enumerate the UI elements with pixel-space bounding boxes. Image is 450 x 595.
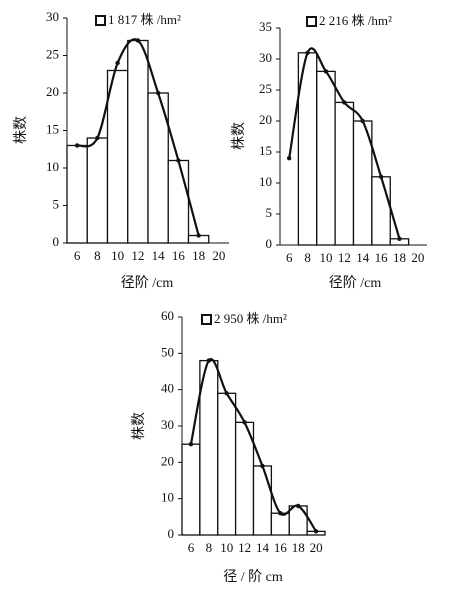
bar [371, 176, 391, 246]
trend-point [313, 529, 319, 534]
trend-point [242, 420, 247, 425]
y-tick-label: 30 [161, 417, 174, 432]
trend-point [305, 50, 310, 55]
y-axis-label: 株数 [231, 122, 247, 150]
y-tick-label: 5 [266, 205, 273, 220]
y-tick-label: 30 [46, 9, 59, 24]
bar [66, 144, 88, 244]
x-tick-label: 18 [192, 248, 205, 263]
y-tick-label: 40 [161, 381, 174, 396]
y-tick-label: 20 [46, 84, 59, 99]
y-tick-label: 60 [161, 308, 174, 323]
y-tick-label: 15 [46, 121, 59, 136]
trend-point [397, 236, 402, 241]
x-tick-label: 12 [131, 248, 144, 263]
x-tick-label: 10 [111, 248, 124, 263]
y-tick-label: 0 [168, 526, 175, 541]
trend-point [115, 60, 120, 66]
bar [217, 392, 237, 536]
x-tick-label: 12 [338, 250, 351, 265]
y-tick-label: 20 [161, 453, 174, 468]
x-tick-label: 10 [319, 250, 332, 265]
trend-point [342, 100, 347, 105]
y-tick-label: 25 [46, 46, 59, 61]
bar [106, 69, 129, 244]
trend-point [74, 143, 80, 148]
x-axis-label: 径 / 阶 cm [223, 569, 283, 585]
y-tick-label: 30 [259, 50, 272, 65]
x-axis-label: 径阶 /cm [121, 275, 174, 291]
bar [334, 101, 355, 246]
y-tick-label: 20 [259, 112, 272, 127]
x-tick-label: 6 [286, 250, 293, 265]
y-tick-label: 25 [259, 81, 272, 96]
legend-label: 1 817 株 /hm² [108, 12, 181, 27]
trend-point [135, 38, 141, 43]
trend-point [196, 233, 201, 238]
x-tick-label: 20 [411, 250, 424, 265]
bar [270, 512, 290, 536]
y-tick-label: 10 [259, 174, 272, 189]
legend-swatch [306, 16, 317, 27]
x-tick-label: 12 [238, 540, 251, 555]
trend-point [323, 69, 329, 74]
x-tick-label: 6 [188, 540, 195, 555]
x-tick-label: 18 [393, 250, 406, 265]
trend-point [360, 118, 365, 124]
y-tick-label: 15 [259, 143, 272, 158]
x-tick-label: 16 [375, 250, 389, 265]
trend-point [260, 463, 265, 469]
bar [167, 159, 190, 244]
bar [127, 39, 149, 244]
x-tick-label: 8 [304, 250, 311, 265]
trend-point [95, 135, 100, 141]
legend-swatch [95, 15, 106, 26]
legend-label: 2 216 株 /hm² [319, 13, 392, 28]
x-tick-label: 14 [356, 250, 370, 265]
bar [288, 505, 308, 536]
y-tick-label: 0 [266, 236, 273, 251]
y-tick-label: 50 [161, 344, 174, 359]
x-tick-label: 8 [206, 540, 213, 555]
x-tick-label: 8 [94, 248, 101, 263]
legend-label: 2 950 株 /hm² [214, 311, 287, 326]
x-tick-label: 10 [220, 540, 233, 555]
bar [252, 465, 273, 536]
trend-point [286, 156, 292, 161]
y-axis-label: 株数 [13, 116, 29, 144]
trend-point [176, 158, 181, 163]
y-tick-label: 0 [53, 234, 60, 249]
x-tick-label: 16 [274, 540, 288, 555]
x-tick-label: 20 [310, 540, 323, 555]
y-tick-label: 10 [161, 490, 174, 505]
trend-point [188, 441, 194, 447]
x-tick-label: 20 [212, 248, 225, 263]
trend-point [206, 358, 212, 363]
y-axis-label: 株数 [131, 412, 147, 440]
trend-point [295, 503, 301, 509]
y-tick-label: 5 [53, 196, 60, 211]
x-axis-label: 径阶 /cm [329, 275, 382, 291]
trend-point [224, 391, 229, 396]
bar [181, 443, 201, 536]
x-tick-label: 18 [292, 540, 305, 555]
legend-swatch [201, 314, 212, 325]
x-tick-label: 14 [152, 248, 166, 263]
x-tick-label: 16 [172, 248, 186, 263]
bar [86, 137, 109, 244]
bar [316, 70, 336, 246]
trend-point [278, 511, 283, 516]
x-tick-label: 14 [256, 540, 270, 555]
y-tick-label: 35 [259, 19, 272, 34]
trend-point [378, 174, 384, 179]
x-tick-label: 6 [74, 248, 81, 263]
trend-point [155, 90, 161, 96]
y-tick-label: 10 [46, 159, 59, 174]
